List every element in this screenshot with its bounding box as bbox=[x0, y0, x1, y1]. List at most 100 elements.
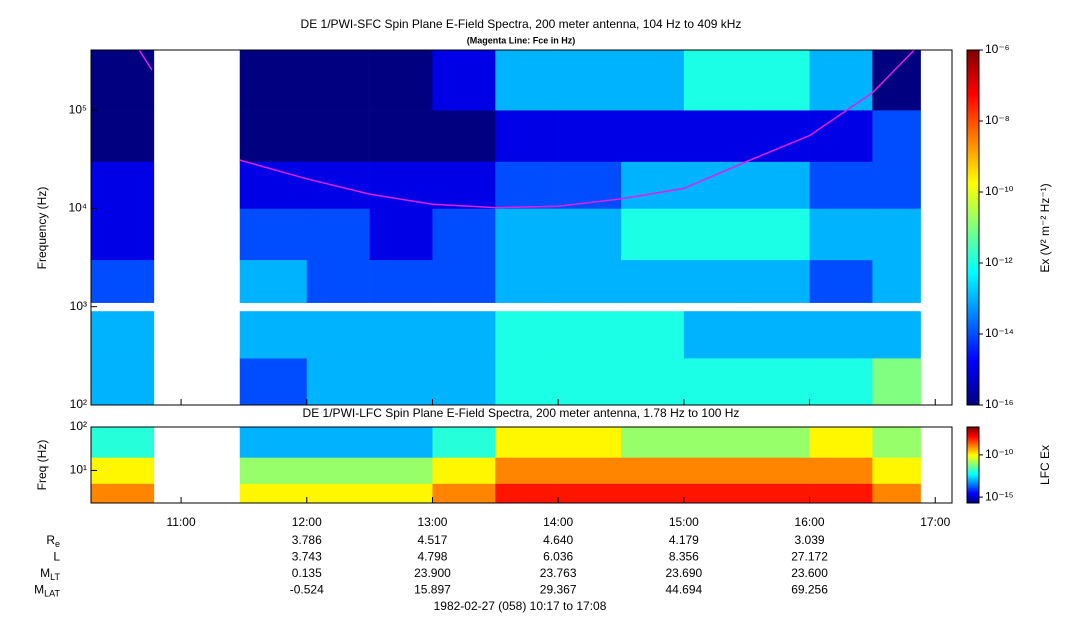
colorbar-tick-label: 10⁻⁶ bbox=[985, 42, 1010, 56]
heatmap-cell bbox=[239, 259, 308, 303]
colorbar-label: LFC Ex bbox=[1038, 445, 1052, 485]
heatmap-cell bbox=[621, 311, 685, 359]
heatmap-cell bbox=[558, 161, 622, 209]
heatmap-cell bbox=[746, 358, 810, 406]
heatmap-cell bbox=[369, 311, 433, 359]
heatmap-cell bbox=[558, 50, 622, 111]
heatmap-cell bbox=[495, 259, 559, 303]
heatmap-cell bbox=[495, 50, 559, 111]
heatmap-cell bbox=[91, 161, 155, 209]
colorbar-tick-label: 10⁻¹⁴ bbox=[985, 326, 1014, 340]
heatmap-cell bbox=[239, 161, 308, 209]
ephemeris-value: 4.517 bbox=[417, 533, 447, 547]
heatmap-cell bbox=[369, 483, 433, 504]
heatmap-cell bbox=[872, 358, 921, 406]
heatmap-cell bbox=[91, 427, 155, 458]
heatmap-cell bbox=[746, 259, 810, 303]
heatmap-cell bbox=[558, 110, 622, 162]
heatmap-cell bbox=[239, 110, 308, 162]
heatmap-cell bbox=[558, 457, 622, 484]
heatmap-cell bbox=[683, 161, 748, 209]
y-axis-label: Freq (Hz) bbox=[35, 440, 49, 491]
heatmap-cell bbox=[369, 110, 433, 162]
heatmap-cell bbox=[746, 457, 810, 484]
heatmap-cell bbox=[621, 50, 685, 111]
heatmap-cell bbox=[432, 457, 496, 484]
ephemeris-value: 0.135 bbox=[292, 566, 322, 580]
ephemeris-value: 23.690 bbox=[666, 566, 703, 580]
heatmap-cell bbox=[746, 110, 810, 162]
ephemeris-value: 23.763 bbox=[540, 566, 577, 580]
footer: 1982-02-27 (058) 10:17 to 17:08 bbox=[434, 599, 607, 613]
heatmap-cell bbox=[369, 457, 433, 484]
fce-line bbox=[138, 50, 915, 209]
heatmap-cell bbox=[683, 50, 748, 111]
colorbar-tick-label: 10⁻¹⁶ bbox=[985, 397, 1014, 411]
heatmap-cell bbox=[809, 50, 873, 111]
heatmap-cell bbox=[872, 110, 921, 162]
heatmap-cell bbox=[621, 483, 685, 504]
heatmap-cell bbox=[91, 483, 155, 504]
colorbar-tick-label: 10⁻⁸ bbox=[985, 113, 1010, 127]
heatmap-cell bbox=[306, 259, 370, 303]
heatmap-cell bbox=[239, 457, 308, 484]
y-tick-label: 10⁴ bbox=[68, 201, 87, 215]
ephemeris-label-sub: LT bbox=[50, 572, 60, 582]
heatmap-cell bbox=[683, 259, 748, 303]
heatmap-cell bbox=[872, 259, 921, 303]
heatmap-cell bbox=[558, 483, 622, 504]
plot-frame bbox=[90, 426, 953, 504]
heatmap-cell bbox=[432, 208, 496, 261]
ephemeris-value: 8.356 bbox=[669, 550, 699, 564]
heatmap-cell bbox=[432, 259, 496, 303]
heatmap-cell bbox=[91, 358, 155, 406]
ephemeris-label: MLT bbox=[40, 566, 60, 582]
x-tick-label: 14:00 bbox=[543, 515, 573, 529]
x-tick-label: 17:00 bbox=[920, 515, 950, 529]
heatmap-cell bbox=[621, 161, 685, 209]
heatmap-cell bbox=[872, 161, 921, 209]
ephemeris-label: L bbox=[53, 550, 60, 564]
heatmap-cell bbox=[369, 50, 433, 111]
heatmap-cell bbox=[558, 208, 622, 261]
heatmap-cell bbox=[495, 457, 559, 484]
heatmap-cell bbox=[809, 311, 873, 359]
heatmap-cell bbox=[495, 483, 559, 504]
colorbar-tick-label: 10⁻¹⁵ bbox=[985, 489, 1014, 503]
heatmap-cell bbox=[432, 427, 496, 458]
heatmap-cell bbox=[683, 110, 748, 162]
y-tick-label: 10² bbox=[70, 419, 87, 433]
heatmap-cell bbox=[558, 259, 622, 303]
heatmap-cell bbox=[872, 208, 921, 261]
heatmap-cell bbox=[746, 311, 810, 359]
heatmap-cell bbox=[558, 311, 622, 359]
heatmap-cell bbox=[621, 208, 685, 261]
heatmap-cell bbox=[369, 161, 433, 209]
ephemeris-value: 3.039 bbox=[795, 533, 825, 547]
heatmap-cell bbox=[683, 427, 748, 458]
heatmap-cell bbox=[621, 427, 685, 458]
heatmap-cell bbox=[621, 457, 685, 484]
ephemeris-value: 27.172 bbox=[791, 550, 828, 564]
heatmap-cell bbox=[239, 50, 308, 111]
ephemeris-value: 23.900 bbox=[414, 566, 451, 580]
ephemeris-value: -0.524 bbox=[290, 583, 324, 597]
colorbar-tick-label: 10⁻¹⁰ bbox=[985, 184, 1014, 198]
heatmap-cell bbox=[683, 208, 748, 261]
heatmap-cell bbox=[91, 50, 155, 111]
heatmap-cell bbox=[306, 427, 370, 458]
ephemeris-label: MLAT bbox=[34, 583, 60, 599]
colorbar bbox=[966, 49, 980, 406]
ephemeris-label-main: M bbox=[40, 566, 50, 580]
heatmap-cell bbox=[746, 208, 810, 261]
heatmap-cell bbox=[239, 427, 308, 458]
ephemeris-label-main: M bbox=[34, 583, 44, 597]
heatmap-cell bbox=[91, 457, 155, 484]
ephemeris-value: 6.036 bbox=[543, 550, 573, 564]
x-tick-label: 12:00 bbox=[292, 515, 322, 529]
colorbar bbox=[966, 426, 980, 504]
heatmap-cell bbox=[306, 50, 370, 111]
ephemeris-label-sub: LAT bbox=[44, 589, 60, 599]
heatmap-cell bbox=[91, 208, 155, 261]
